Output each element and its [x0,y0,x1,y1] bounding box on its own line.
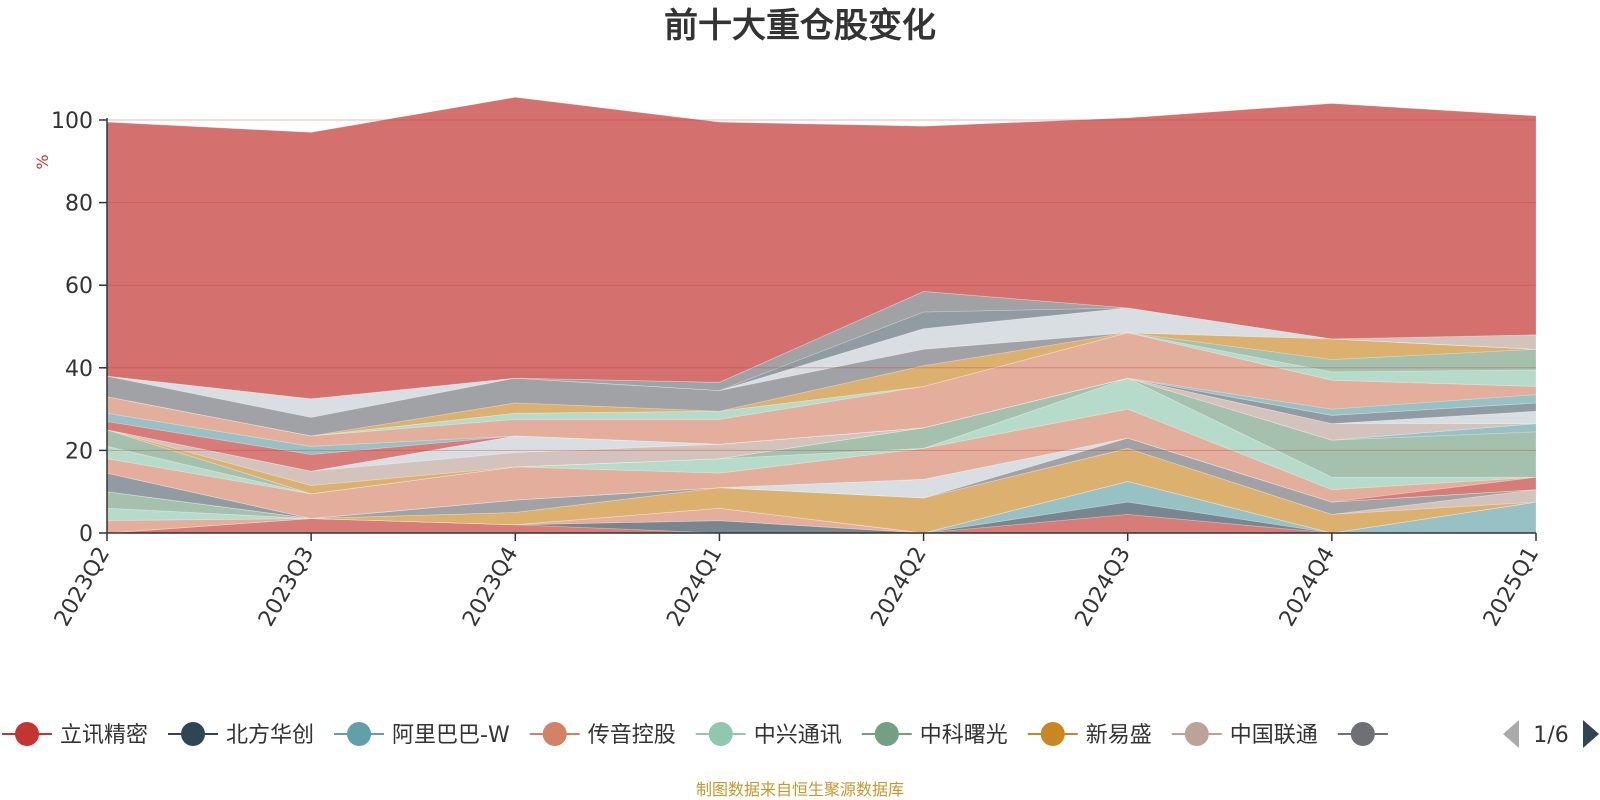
legend: 立讯精密 北方华创 阿里巴巴-W 传音控股 中兴通讯 中科曙光 新易盛 中国联通 1/6 [2,720,1599,748]
x-tick-label: 2023Q4 [458,543,523,631]
legend-prev-page-icon[interactable] [1503,720,1519,748]
legend-label: 中科曙光 [920,723,1008,748]
x-tick-label: 2024Q4 [1275,543,1340,631]
legend-label: 中兴通讯 [754,723,842,748]
legend-marker [874,722,899,746]
legend-item[interactable] [1337,722,1388,746]
y-tick-label: 60 [65,274,93,299]
legend-marker [542,722,567,746]
chart-title: 前十大重仓股变化 [664,6,936,46]
y-axis-unit: % [33,154,52,169]
x-tick-label: 2024Q1 [662,543,727,631]
x-tick-label: 2023Q2 [50,543,115,631]
data-source-note: 制图数据来自恒生聚源数据库 [696,780,904,799]
y-tick-label: 0 [79,522,93,547]
legend-next-page-icon[interactable] [1583,720,1599,748]
y-tick-label: 20 [65,439,93,464]
legend-item[interactable]: 中科曙光 [861,722,1008,748]
legend-item[interactable]: 新易盛 [1027,722,1152,748]
legend-marker [1040,722,1065,746]
area-series [106,96,1537,400]
legend-label: 立讯精密 [60,723,148,748]
legend-label: 中国联通 [1230,723,1318,748]
legend-marker [708,722,733,746]
legend-marker [181,722,206,746]
legend-item[interactable]: 中国联通 [1171,722,1318,748]
area-series [106,480,1537,534]
x-tick-label: 2025Q1 [1479,543,1544,631]
grid-lines [107,119,1536,451]
legend-item[interactable]: 传音控股 [529,722,676,748]
legend-marker [347,722,372,746]
area-series-group [106,96,1537,534]
x-tick-label: 2024Q2 [866,543,931,631]
legend-marker [1184,722,1209,746]
legend-label: 北方华创 [226,723,314,748]
legend-label: 传音控股 [588,723,676,748]
area-series [106,408,1537,519]
y-tick-label: 40 [65,357,93,382]
legend-item[interactable]: 阿里巴巴-W [334,722,510,748]
legend-marker [15,722,39,746]
area-series [106,290,1537,400]
x-tick-label: 2023Q3 [254,543,319,631]
legend-marker [1350,722,1375,746]
legend-item[interactable]: 中兴通讯 [695,722,842,748]
y-tick-label: 100 [51,109,93,134]
x-tick-label: 2024Q3 [1071,543,1136,631]
legend-item[interactable]: 立讯精密 [2,722,148,748]
legend-item[interactable]: 北方华创 [168,722,314,748]
y-tick-label: 80 [65,192,93,217]
legend-page-indicator: 1/6 [1533,723,1568,748]
legend-label: 阿里巴巴-W [392,723,510,748]
legend-label: 新易盛 [1086,723,1152,748]
